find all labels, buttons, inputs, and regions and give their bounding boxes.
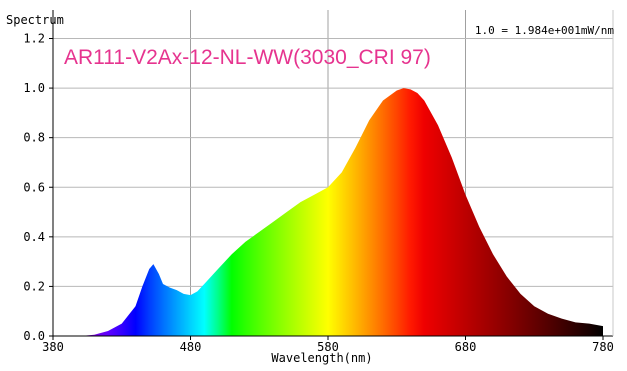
scale-note: 1.0 = 1.984e+001mW/nm [475,24,614,37]
y-axis-label: Spectrum [6,13,64,27]
x-ticks: 380 480 580 680 780 [42,336,614,354]
x-axis-label: Wavelength(nm) [271,351,372,365]
x-tick-label: 580 [317,340,339,354]
y-tick-label: 0.8 [23,131,45,145]
spectrum-fill [53,88,603,336]
spectrum-area [53,88,603,336]
y-tick-label: 1.0 [23,81,45,95]
x-tick-label: 380 [42,340,64,354]
axes [52,10,614,337]
x-tick-label: 680 [455,340,477,354]
y-tick-label: 0.2 [23,279,45,293]
y-tick-label: 0.4 [23,230,45,244]
y-ticks: 0.0 0.2 0.4 0.6 0.8 1.0 1.2 [23,32,53,343]
y-tick-label: 0.0 [23,329,45,343]
y-tick-label: 1.2 [23,32,45,46]
x-tick-label: 780 [592,340,614,354]
y-tick-label: 0.6 [23,180,45,194]
x-tick-label: 480 [180,340,202,354]
chart-title: AR111-V2Ax-12-NL-WW(3030_CRI 97) [64,46,431,69]
